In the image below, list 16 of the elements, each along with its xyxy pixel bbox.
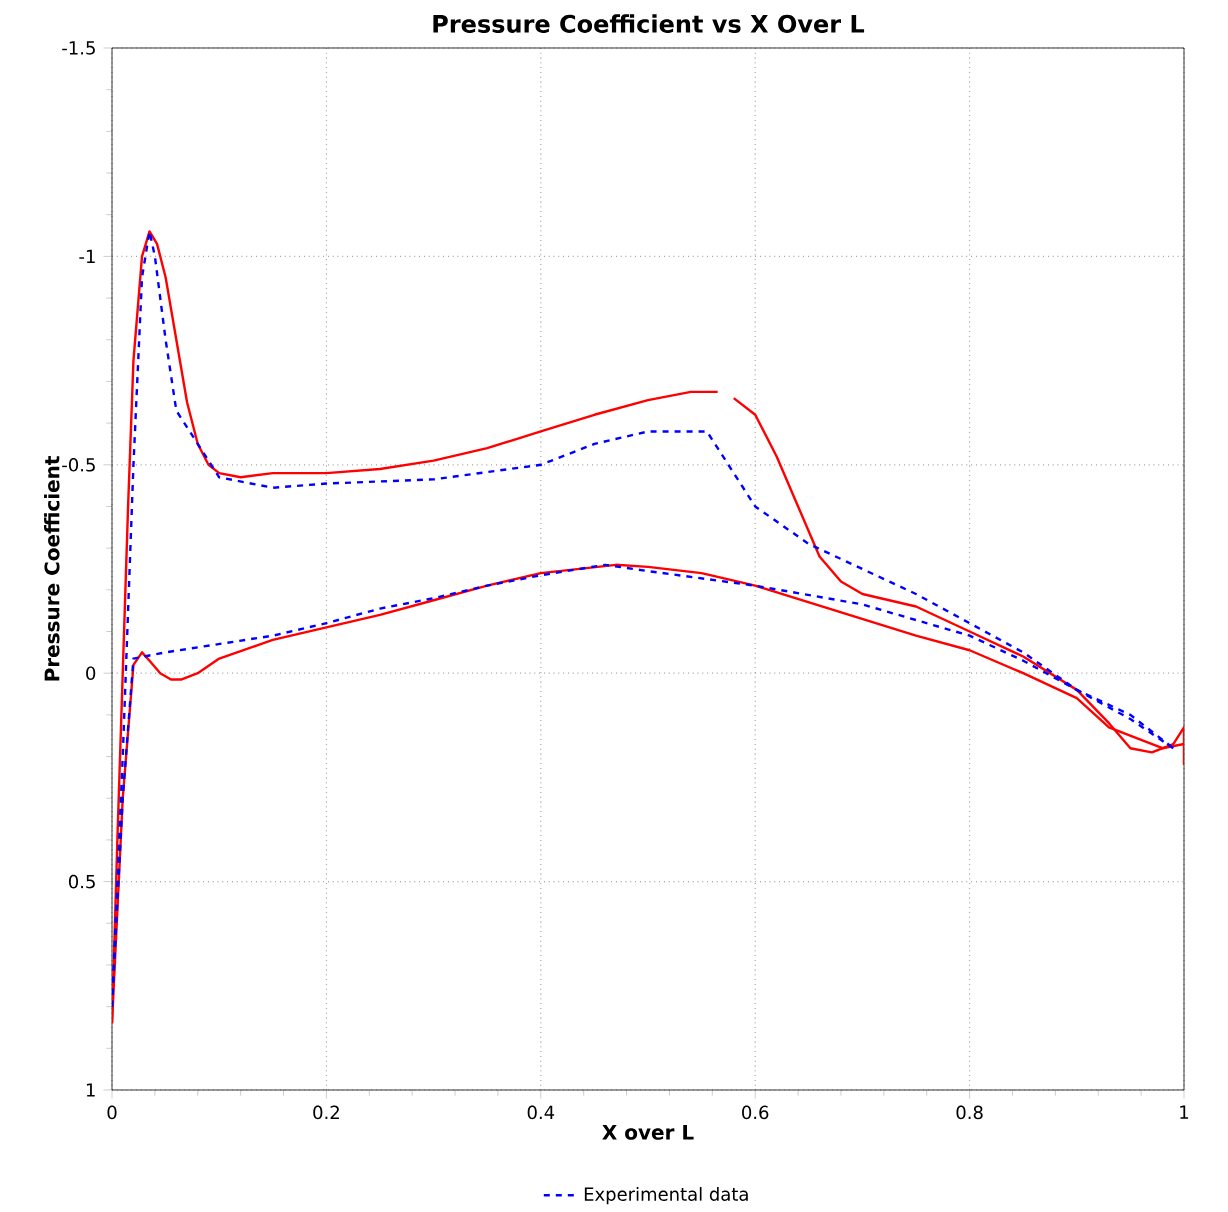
legend-label: Experimental data xyxy=(584,1187,748,1205)
y-tick-label: -0.5 xyxy=(62,458,95,472)
y-axis-title: Pressure Coefficient xyxy=(44,456,60,681)
y-tick-label: 1 xyxy=(86,1083,95,1097)
x-tick-label: 0 xyxy=(107,1105,117,1120)
x-tick-label: 0.4 xyxy=(527,1105,555,1120)
y-tick-label: 0 xyxy=(86,666,96,681)
y-tick-label: -1 xyxy=(79,250,95,264)
chart-title: Pressure Coefficient vs X Over L xyxy=(433,14,865,34)
x-axis-title: X over L xyxy=(602,1125,694,1140)
x-tick-label: 0.8 xyxy=(956,1105,983,1120)
x-tick-label: 1 xyxy=(1180,1105,1189,1119)
x-tick-label: 0.6 xyxy=(742,1105,769,1120)
y-tick-label: 0.5 xyxy=(68,874,95,889)
x-tick-label: 0.2 xyxy=(313,1105,339,1120)
y-tick-label: -1.5 xyxy=(62,41,95,55)
